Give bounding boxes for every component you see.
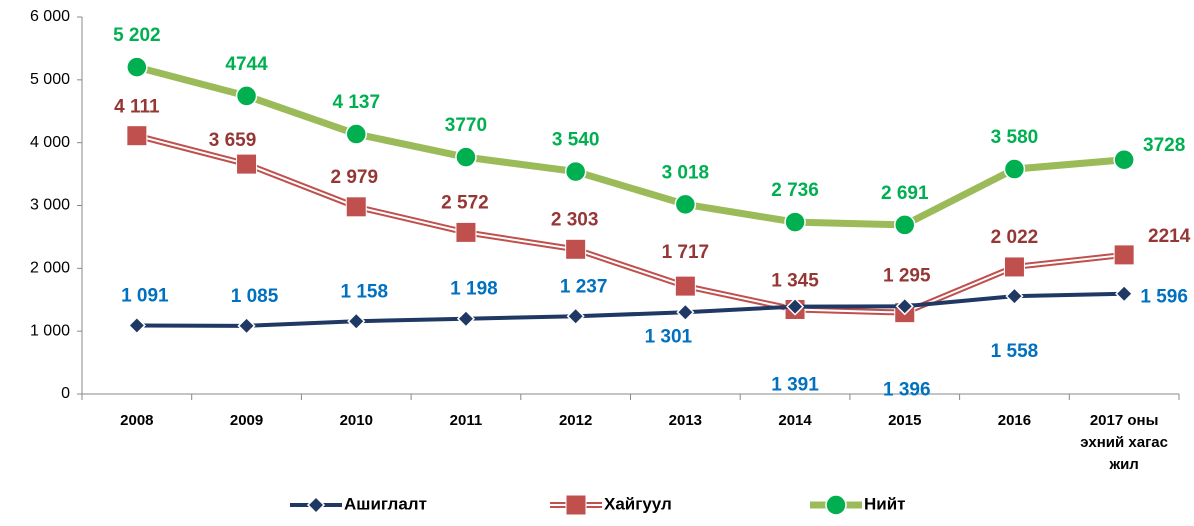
y-tick-label: 1 000 <box>30 322 70 339</box>
marker <box>236 153 258 175</box>
marker <box>455 221 477 243</box>
x-tick-label: 2009 <box>229 412 264 429</box>
x-tick-label: 2017 оны эхний хагас жил <box>1080 412 1168 473</box>
data-label: 2 736 <box>771 180 819 201</box>
data-label: 3770 <box>445 115 487 136</box>
x-tick-label: 2011 <box>449 412 483 429</box>
y-tick-label: 0 <box>61 385 70 402</box>
y-tick-label: 2 000 <box>30 260 70 277</box>
data-label: 1 301 <box>645 326 693 347</box>
data-label: 1 396 <box>883 379 931 400</box>
marker <box>674 193 697 216</box>
marker <box>565 238 587 260</box>
marker <box>1113 149 1135 171</box>
marker <box>345 196 367 218</box>
data-label: 2 691 <box>881 183 929 204</box>
marker <box>126 56 148 78</box>
data-label: 2 572 <box>441 192 489 213</box>
legend-label: Хайгуул <box>604 494 672 513</box>
legend-label: Ашиглалт <box>344 494 427 513</box>
data-label: 4 137 <box>332 92 380 113</box>
marker <box>566 307 585 326</box>
data-label: 1 558 <box>991 341 1039 362</box>
marker <box>565 494 587 516</box>
y-tick-label: 4 000 <box>30 134 70 151</box>
marker <box>235 85 258 107</box>
x-tick-label: 2015 <box>888 412 922 429</box>
marker <box>127 316 146 335</box>
data-label: 1 158 <box>340 281 388 302</box>
x-tick-label: 2014 <box>778 412 812 429</box>
marker <box>1113 244 1135 266</box>
marker <box>237 316 256 335</box>
marker <box>785 297 805 316</box>
x-tick-label: 2008 <box>120 412 154 429</box>
x-tick-label: 2016 <box>997 412 1032 429</box>
marker <box>784 211 806 233</box>
marker <box>345 123 367 145</box>
data-label: 1 085 <box>231 286 279 307</box>
marker <box>674 275 696 297</box>
marker <box>347 312 366 331</box>
marker <box>1003 256 1025 278</box>
marker <box>894 214 916 236</box>
data-label: 1 198 <box>450 279 498 300</box>
data-label: 5 202 <box>113 25 161 46</box>
line-inner <box>136 134 1125 314</box>
data-label: 2 979 <box>330 167 378 188</box>
data-label: 3 018 <box>662 162 710 183</box>
data-label: 1 391 <box>771 375 819 396</box>
marker <box>564 160 587 183</box>
data-label: 2214 <box>1148 226 1191 247</box>
marker <box>1005 287 1024 306</box>
marker <box>456 309 476 328</box>
x-tick-label: 2010 <box>339 412 373 429</box>
marker <box>455 146 477 168</box>
data-label: 1 237 <box>560 276 608 297</box>
data-label: 1 345 <box>771 271 819 292</box>
marker <box>126 125 148 147</box>
marker <box>895 297 914 316</box>
line <box>136 291 1125 328</box>
legend-label: Нийт <box>864 494 906 513</box>
data-label: 1 717 <box>662 242 710 263</box>
line <box>136 132 1125 316</box>
data-label: 4744 <box>225 54 268 75</box>
data-label: 3 659 <box>209 130 257 151</box>
data-label: 1 295 <box>883 266 931 287</box>
line <box>135 63 1125 229</box>
marker <box>306 495 326 515</box>
marker <box>676 303 695 322</box>
marker <box>1003 158 1026 180</box>
data-label: 2 303 <box>551 209 599 230</box>
y-tick-label: 5 000 <box>30 71 70 88</box>
marker <box>1115 284 1134 303</box>
data-label: 3728 <box>1143 135 1185 156</box>
x-tick-label: 2012 <box>558 412 593 429</box>
data-label: 2 022 <box>991 227 1039 248</box>
y-tick-label: 3 000 <box>30 197 70 214</box>
data-label: 4 111 <box>114 97 160 118</box>
x-tick-label: 2013 <box>668 412 703 429</box>
data-label: 1 091 <box>121 285 169 306</box>
y-tick-label: 6 000 <box>30 8 70 25</box>
data-label: 3 540 <box>552 130 600 151</box>
marker <box>825 494 847 516</box>
data-label: 1 596 <box>1140 287 1188 308</box>
data-label: 3 580 <box>991 127 1039 148</box>
